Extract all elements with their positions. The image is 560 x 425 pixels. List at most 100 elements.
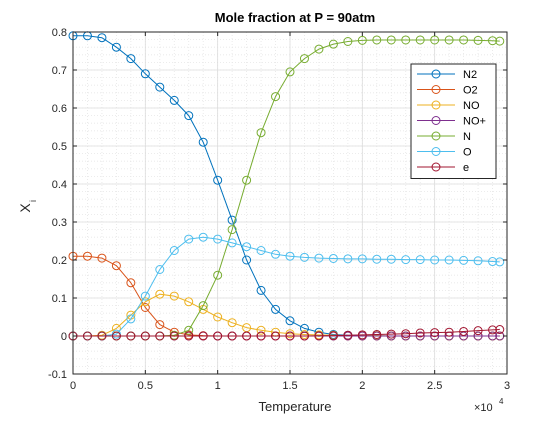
data-point-e [285,331,295,341]
legend-marker [431,131,441,141]
data-point-noplus [401,331,411,341]
data-point-n2 [213,175,223,185]
data-point-o [430,255,440,265]
data-point-e [430,328,440,338]
data-point-n2 [111,42,121,52]
data-point-e [155,331,165,341]
data-point-no [227,318,237,328]
data-point-n [213,270,223,280]
data-point-o [488,257,498,267]
data-point-o [285,251,295,261]
legend-entry-no: NO [417,100,480,112]
series-o2 [68,251,505,341]
y-tick-label: 0.5 [52,141,67,153]
series-line-o [73,236,500,337]
data-point-e [444,327,454,337]
data-point-o [357,254,367,264]
data-point-n2 [256,285,266,295]
data-point-o [473,256,483,266]
legend-entry-noplus: NO+ [417,116,486,128]
data-point-n [328,39,338,49]
data-point-e [473,326,483,336]
legend-label: O [463,147,472,159]
data-point-n [473,35,483,45]
legend-marker [431,147,441,156]
data-point-no [155,289,165,299]
legend-entry-n2: N2 [417,69,477,81]
data-point-o [459,255,469,265]
data-point-n [357,35,367,45]
data-point-e [401,329,411,339]
data-point-e [459,326,469,336]
data-point-o [299,252,309,262]
data-point-e [495,325,505,335]
data-point-e [372,329,382,339]
x-tick-label: 0.5 [138,380,153,392]
data-point-o [184,234,194,244]
data-point-n [415,35,425,45]
data-point-n [495,36,505,46]
data-point-no [169,291,179,301]
data-point-o [242,242,252,252]
data-point-n [372,35,382,45]
data-point-e [343,330,353,340]
data-point-no [256,325,266,335]
legend-marker [431,69,441,79]
data-point-o [444,255,454,265]
series-o [68,232,505,341]
y-tick-label: -0.1 [48,369,67,381]
data-point-o [314,253,324,263]
data-point-o [140,291,150,301]
series-line-o2 [73,255,500,337]
y-axis-label-subscript: i [28,200,38,202]
data-point-e [97,331,107,341]
data-point-o2 [111,261,121,271]
legend-label: N [463,131,471,143]
data-point-o [198,232,208,242]
data-point-e [328,331,338,341]
y-tick-label: 0.6 [52,103,67,115]
data-point-n [343,37,353,46]
data-point-o [126,314,136,324]
data-point-o2 [97,253,107,263]
data-point-o [495,257,505,267]
data-point-no [184,297,194,307]
data-point-n [198,301,208,311]
data-point-e [140,331,150,341]
data-point-o2 [155,320,165,330]
data-point-n [401,35,411,45]
data-point-e [169,331,179,341]
x-tick-label: 1 [215,380,221,392]
data-point-n2 [97,33,107,43]
y-tick-label: 0.8 [52,27,67,39]
legend-marker [431,100,441,110]
data-point-n [227,225,237,235]
data-point-n [242,175,252,185]
legend-marker [431,116,441,125]
legend-marker [431,162,441,172]
data-point-o [271,249,281,259]
data-point-e [198,331,208,341]
data-point-e [271,331,281,341]
legend-entry-o2: O2 [417,85,478,97]
data-point-e [488,325,498,335]
data-point-o2 [126,278,136,288]
y-tick-label: 0.7 [52,65,67,77]
data-point-n2 [242,255,252,265]
series-line-no [73,293,500,337]
legend-entry-o: O [417,147,472,159]
data-point-e [227,331,237,341]
y-axis-label: X [17,203,33,213]
legend-marker [431,85,441,94]
data-point-o [213,234,223,244]
legend-label: NO+ [463,116,486,128]
x-axis-exponent-base: ×10 [474,402,493,414]
data-point-o [401,255,411,265]
data-point-o [328,253,338,263]
data-point-noplus [415,331,425,341]
data-point-n [488,36,498,46]
data-point-n2 [155,82,165,92]
axis-ticks: 0 0.5 1 1.5 2 2.5 3-0.100.10.20.30.40.50.60.70… [48,27,510,392]
